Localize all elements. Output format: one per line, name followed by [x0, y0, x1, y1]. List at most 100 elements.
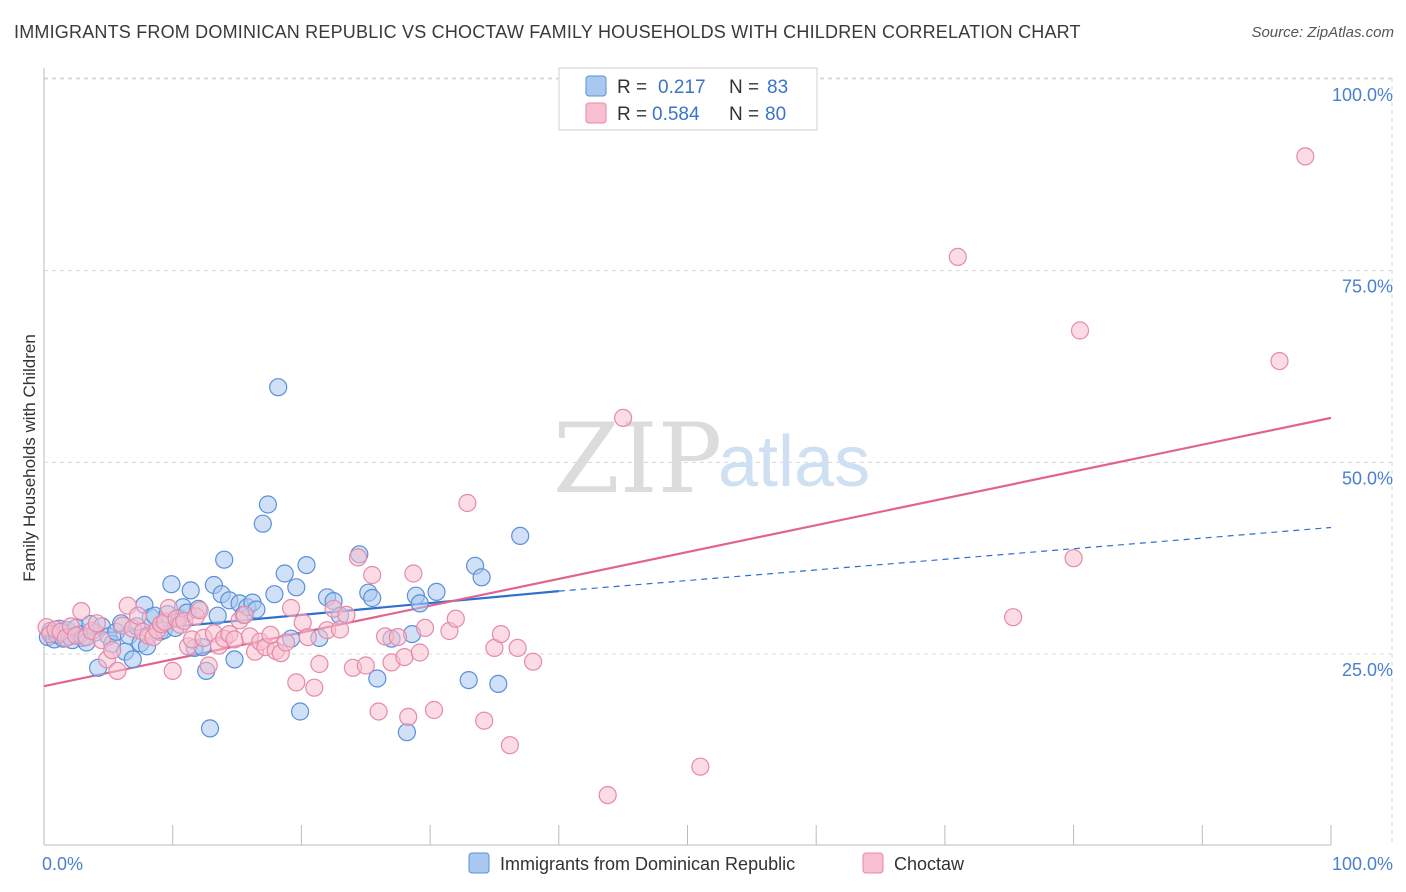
point-dominican-republic	[181, 581, 200, 600]
y-tick-label: 75.0%	[1342, 277, 1393, 297]
point-choctaw	[399, 707, 418, 727]
point-dominican-republic	[459, 670, 478, 690]
legend-r-value-1: 0.217	[658, 77, 706, 98]
point-choctaw	[282, 598, 301, 618]
legend-n-value-1: 83	[767, 77, 788, 98]
point-choctaw	[87, 614, 106, 633]
point-choctaw	[225, 630, 244, 649]
point-choctaw	[235, 605, 254, 625]
point-dominican-republic	[368, 669, 387, 688]
point-dominican-republic	[287, 578, 306, 597]
x-tick-label-min: 0.0%	[42, 854, 83, 874]
point-dominican-republic	[489, 674, 508, 694]
point-choctaw	[613, 408, 633, 427]
point-dominican-republic	[427, 582, 446, 602]
bottom-legend: Immigrants from Dominican Republic Choct…	[468, 852, 965, 874]
y-tick-label: 100.0%	[1332, 85, 1393, 105]
point-choctaw	[491, 624, 510, 644]
x-tick-label-max: 100.0%	[1332, 854, 1393, 874]
point-dominican-republic	[291, 702, 310, 721]
point-dominican-republic	[397, 723, 416, 742]
point-choctaw	[1070, 321, 1090, 340]
point-choctaw	[348, 548, 368, 567]
point-dominican-republic	[123, 650, 142, 669]
point-choctaw	[446, 609, 465, 628]
axes-layer	[43, 68, 1332, 846]
watermark-zip: ZIP	[553, 403, 722, 515]
x-tick-labels: 0.0% 100.0%	[42, 854, 1393, 874]
points-layer	[37, 147, 1315, 805]
point-dominican-republic	[511, 526, 530, 546]
point-choctaw	[199, 656, 218, 675]
point-choctaw	[163, 661, 182, 681]
legend-box: R = 0.217 N = 83 R = 0.584 N = 80	[558, 67, 818, 131]
point-choctaw	[363, 565, 382, 585]
legend-swatch-blue	[585, 75, 607, 97]
point-choctaw	[276, 633, 296, 652]
point-dominican-republic	[265, 585, 284, 604]
legend-r-label-2: R =	[617, 104, 647, 125]
y-axis-title: Family Households with Children	[20, 334, 39, 582]
point-dominican-republic	[215, 550, 234, 569]
point-choctaw	[1296, 147, 1315, 166]
point-choctaw	[523, 652, 543, 671]
point-choctaw	[190, 601, 209, 620]
point-choctaw	[948, 247, 967, 266]
point-choctaw	[287, 673, 306, 692]
bottom-legend-label-pink: Choctaw	[894, 854, 965, 874]
legend-r-value-2: 0.584	[652, 104, 700, 125]
watermark-atlas: atlas	[718, 422, 870, 502]
point-choctaw	[369, 702, 388, 721]
point-choctaw	[72, 601, 91, 621]
point-dominican-republic	[410, 594, 429, 613]
point-choctaw	[108, 661, 127, 681]
point-choctaw	[388, 627, 407, 647]
point-dominican-republic	[258, 495, 277, 514]
point-dominican-republic	[200, 719, 220, 738]
point-choctaw	[1064, 549, 1083, 568]
legend-n-label-2: N =	[729, 104, 759, 125]
point-choctaw	[404, 564, 423, 583]
point-dominican-republic	[363, 588, 382, 608]
point-choctaw	[310, 654, 329, 674]
legend-n-value-2: 80	[765, 104, 786, 125]
point-choctaw	[598, 785, 617, 805]
point-dominican-republic	[472, 568, 491, 587]
point-choctaw	[500, 736, 519, 755]
y-tick-label: 50.0%	[1342, 468, 1393, 488]
point-choctaw	[508, 638, 527, 658]
point-choctaw	[475, 711, 494, 730]
point-choctaw	[410, 643, 429, 662]
chart-title: IMMIGRANTS FROM DOMINICAN REPUBLIC VS CH…	[14, 22, 1081, 42]
watermark: ZIP atlas	[553, 403, 870, 515]
point-dominican-republic	[162, 575, 181, 594]
point-dominican-republic	[269, 378, 288, 397]
point-dominican-republic	[208, 606, 227, 625]
point-choctaw	[356, 656, 375, 675]
y-tick-label: 25.0%	[1342, 660, 1393, 680]
point-choctaw	[395, 647, 414, 667]
point-dominican-republic	[275, 564, 294, 583]
point-choctaw	[415, 618, 435, 638]
bottom-legend-swatch-blue	[468, 852, 490, 874]
point-dominican-republic	[225, 650, 244, 669]
point-choctaw	[458, 493, 477, 513]
point-choctaw	[103, 641, 122, 660]
legend-swatch-pink	[585, 102, 607, 124]
point-choctaw	[1270, 352, 1289, 371]
chart-source: Source: ZipAtlas.com	[1251, 24, 1394, 41]
point-choctaw	[128, 606, 148, 625]
legend-r-label-1: R =	[617, 77, 647, 98]
legend-n-label-1: N =	[729, 77, 759, 98]
bottom-legend-label-blue: Immigrants from Dominican Republic	[500, 854, 795, 874]
y-tick-labels: 25.0% 50.0% 75.0% 100.0%	[1332, 85, 1393, 680]
point-choctaw	[337, 605, 356, 625]
point-dominican-republic	[297, 555, 316, 575]
point-dominican-republic	[253, 514, 272, 533]
trend-line-dominican-republic-extension	[558, 526, 1332, 592]
point-choctaw	[424, 700, 444, 720]
point-choctaw	[261, 625, 280, 644]
point-choctaw	[1003, 608, 1023, 627]
point-choctaw	[691, 757, 710, 776]
